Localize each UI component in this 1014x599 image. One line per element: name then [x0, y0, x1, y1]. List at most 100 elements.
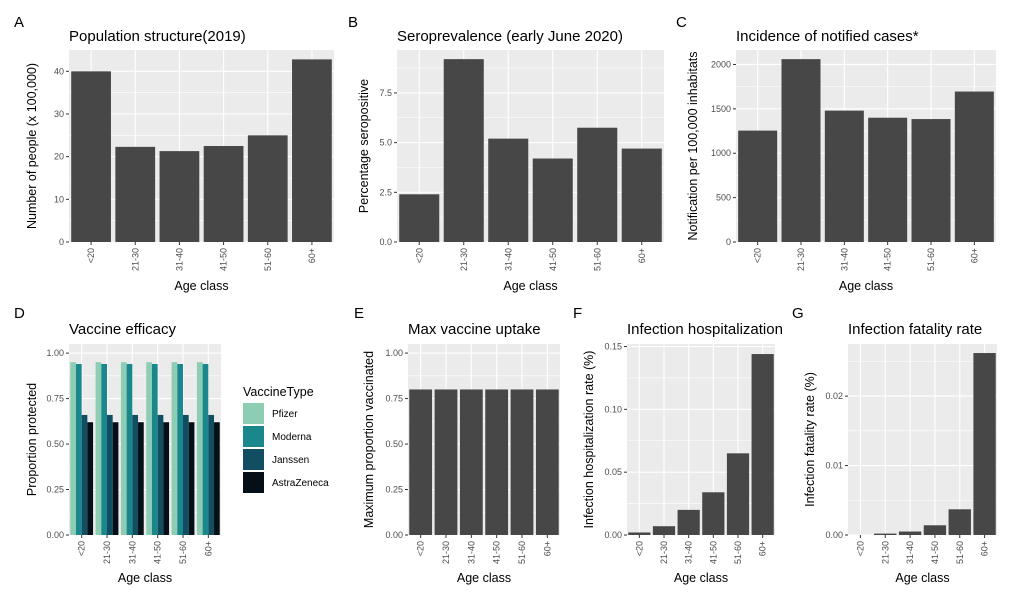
bar — [954, 91, 994, 243]
plot-background — [69, 50, 334, 242]
x-tick-label: 31-40 — [503, 248, 513, 271]
plot-background — [627, 344, 775, 535]
bar — [868, 117, 908, 242]
x-tick-label: 41-50 — [153, 541, 163, 564]
x-tick-label: 51-60 — [517, 541, 527, 564]
plot-background — [397, 50, 664, 242]
y-tick-label: 30 — [54, 109, 64, 119]
x-tick-label: 41-50 — [548, 248, 558, 271]
x-tick-label: 21-30 — [130, 248, 140, 271]
x-axis-label: Age class — [174, 279, 228, 293]
bar — [652, 526, 676, 535]
bar — [409, 389, 433, 535]
bar — [485, 389, 509, 535]
x-tick-label: <20 — [416, 541, 426, 556]
y-axis-label: Infection fatality rate (%) — [803, 372, 817, 507]
bar — [71, 71, 111, 242]
x-tick-label: 60+ — [203, 541, 213, 556]
bar — [535, 389, 559, 535]
x-tick-label: 31-40 — [684, 541, 694, 564]
y-tick-label: 2.5 — [379, 187, 392, 197]
x-axis-label: Age class — [503, 279, 557, 293]
legend-key — [243, 449, 264, 470]
x-tick-label: 51-60 — [178, 541, 188, 564]
panel-title: Incidence of notified cases* — [736, 28, 919, 45]
y-axis-label: Percentage seropositive — [357, 79, 371, 213]
y-tick-label: 0.10 — [604, 404, 622, 414]
x-tick-label: 41-50 — [492, 541, 502, 564]
bar-pfizer — [146, 362, 152, 535]
panel-a: 0 10 20 30 40 <20 21-30 31-40 41-50 51-60 60+ Popul… — [14, 14, 334, 293]
bar-pfizer — [196, 362, 203, 535]
y-tick-label: 0.50 — [385, 439, 403, 449]
panel-b: 0.0 2.5 5.0 7.5 <20 21-30 31-40 41-50 51-60 60+ Se… — [348, 14, 664, 293]
bar-astrazeneca — [188, 422, 195, 535]
bar — [488, 138, 529, 242]
x-tick-label: <20 — [634, 541, 644, 556]
legend-label: Moderna — [272, 432, 312, 443]
y-tick-label: 0.00 — [385, 530, 403, 540]
bar-moderna — [75, 364, 82, 535]
bar-moderna — [151, 364, 158, 535]
bar — [532, 158, 573, 242]
x-tick-label: 31-40 — [905, 541, 915, 564]
y-axis-label: Proportion protected — [25, 383, 39, 496]
x-tick-label: 21-30 — [659, 541, 669, 564]
panel-title: Infection hospitalization — [627, 321, 783, 338]
bar — [443, 59, 484, 243]
bar — [702, 492, 725, 535]
x-tick-label: 51-60 — [592, 248, 602, 271]
x-tick-label: <20 — [753, 248, 763, 263]
bar-astrazeneca — [214, 422, 220, 535]
y-tick-label: 10 — [54, 194, 64, 204]
panel-title: Vaccine efficacy — [69, 321, 176, 338]
bar — [621, 148, 662, 242]
bar-janssen — [183, 414, 189, 535]
y-tick-label: 0.25 — [385, 485, 403, 495]
bar — [824, 110, 864, 242]
bar — [973, 353, 996, 535]
y-tick-label: 500 — [716, 193, 731, 203]
legend-label: Pfizer — [272, 409, 298, 420]
bar — [726, 453, 750, 535]
y-tick-label: 0 — [726, 237, 731, 247]
x-tick-label: 31-40 — [127, 541, 137, 564]
bar-astrazeneca — [87, 422, 94, 535]
panel-letter: B — [348, 14, 358, 31]
bar — [751, 354, 774, 535]
x-axis-label: Age class — [674, 571, 728, 585]
bar — [781, 59, 821, 243]
bar — [399, 194, 440, 242]
panel-title: Infection fatality rate — [848, 321, 982, 338]
x-tick-label: 21-30 — [102, 541, 112, 564]
y-tick-label: 0.01 — [825, 461, 843, 471]
panel-letter: C — [676, 14, 687, 31]
y-tick-label: 0.0 — [379, 237, 392, 247]
bar-moderna — [126, 364, 133, 535]
bar — [948, 509, 971, 535]
bar — [115, 146, 156, 242]
legend-title: VaccineType — [243, 385, 314, 399]
x-tick-label: 60+ — [758, 541, 768, 556]
y-tick-label: 0.50 — [46, 439, 64, 449]
plot-background — [848, 344, 997, 535]
y-tick-label: 0 — [59, 237, 64, 247]
x-tick-label: <20 — [855, 541, 865, 556]
y-axis-label: Notification per 100,000 inhabitats — [686, 51, 700, 240]
y-tick-label: 5.0 — [379, 138, 392, 148]
bar — [434, 389, 458, 535]
bar — [292, 59, 332, 243]
x-tick-label: 51-60 — [926, 248, 936, 271]
plot-background — [736, 50, 996, 242]
bar-astrazeneca — [112, 422, 119, 535]
x-tick-label: 60+ — [637, 248, 647, 263]
y-tick-label: 40 — [54, 66, 64, 76]
panel-letter: A — [14, 14, 24, 31]
y-tick-label: 0.00 — [604, 530, 622, 540]
panel-e: 0.00 0.25 0.50 0.75 1.00 <20 21-30 31-40 41-50 51… — [354, 305, 560, 585]
bar-janssen — [208, 414, 215, 535]
bar-moderna — [101, 364, 107, 535]
y-tick-label: 1.00 — [46, 348, 64, 358]
y-axis-label: Maximum proportion vaccinated — [362, 351, 376, 528]
panel-title: Seroprevalence (early June 2020) — [397, 28, 623, 45]
